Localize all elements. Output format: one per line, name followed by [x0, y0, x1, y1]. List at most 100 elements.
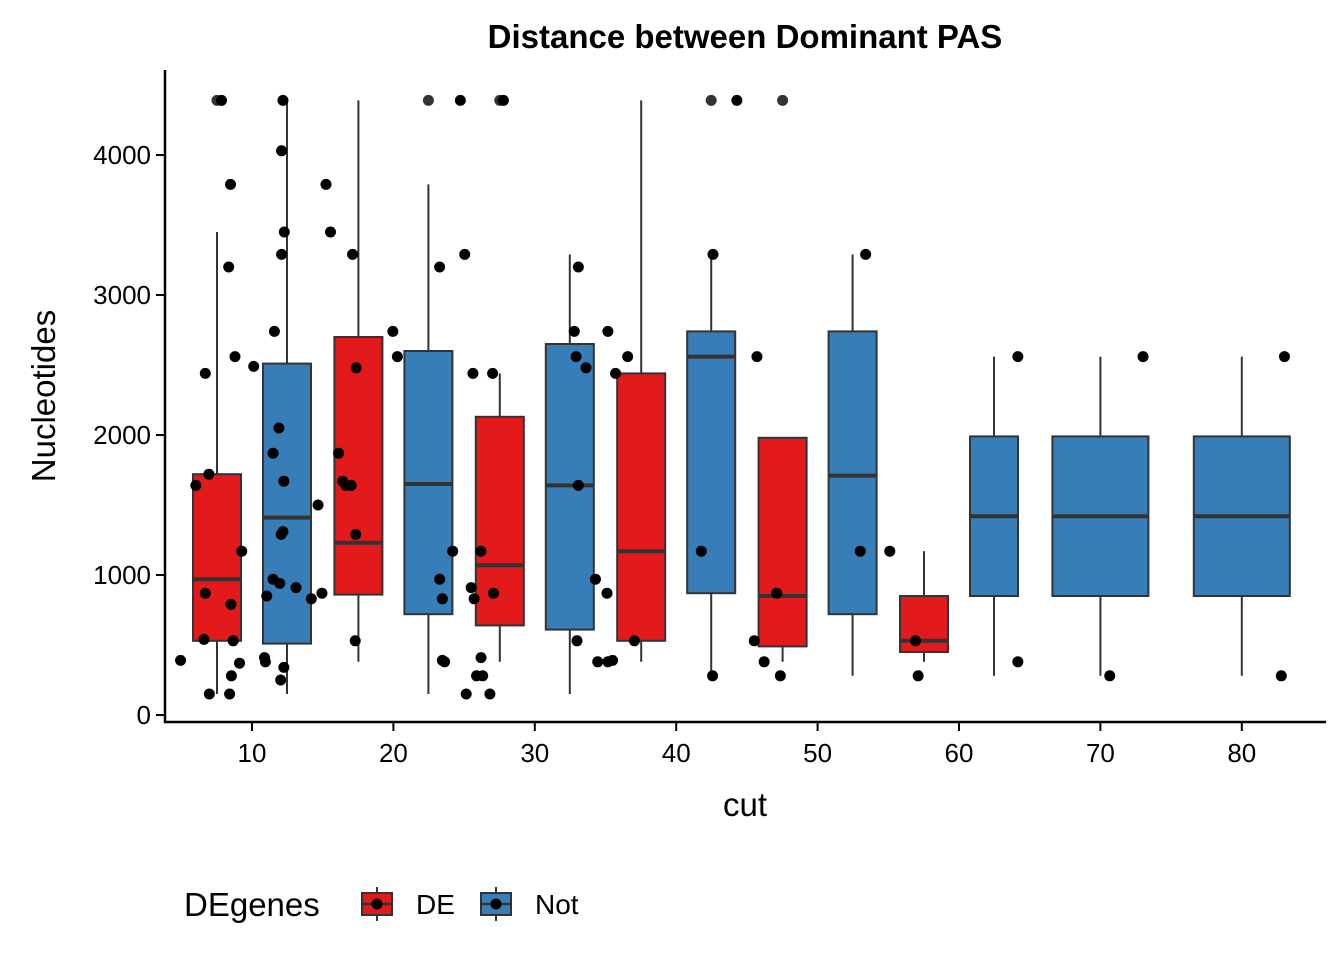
point-not-30-42 — [592, 656, 604, 668]
point-not-30-41 — [571, 635, 583, 647]
point-de-50-44 — [758, 656, 770, 668]
point-not-80-55 — [1278, 351, 1290, 363]
point-de-60-47 — [884, 545, 896, 557]
point-de-10-9 — [225, 598, 237, 610]
point-not-40-47 — [731, 94, 743, 106]
point-not-30-37 — [570, 351, 582, 363]
x-tick-label-20: 20 — [379, 738, 408, 768]
y-tick-label-4000: 4000 — [93, 140, 151, 170]
point-de-20-27 — [349, 635, 361, 647]
point-not-10-8 — [278, 475, 290, 487]
point-de-10-11 — [227, 635, 239, 647]
legend-label-de: DE — [416, 889, 455, 920]
legend-title: DEgenes — [184, 886, 320, 923]
point-not-40-44 — [707, 248, 719, 260]
point-de-30-32 — [468, 593, 480, 605]
x-tick-label-80: 80 — [1227, 738, 1256, 768]
point-de-30-29 — [459, 248, 471, 260]
y-axis-label: Nucleotides — [25, 310, 62, 482]
point-de-10-6 — [190, 479, 202, 491]
point-not-10-16 — [305, 593, 317, 605]
point-de-10-10 — [198, 633, 210, 645]
point-de-20-24 — [345, 479, 357, 491]
point-not-10-7 — [267, 447, 279, 459]
point-de-10-7 — [236, 545, 248, 557]
y-tick-label-0: 0 — [137, 700, 151, 730]
point-not-10-4 — [268, 325, 280, 337]
point-de-10-15 — [203, 688, 215, 700]
point-not-40-45 — [695, 545, 707, 557]
point-de-30-33 — [488, 587, 499, 599]
point-not-30-38 — [580, 362, 592, 374]
point-de-50-46 — [774, 670, 786, 682]
point-not-60-51 — [1012, 656, 1024, 668]
point-not-10-6 — [273, 422, 285, 434]
box-de-40 — [616, 372, 667, 642]
point-not-50-48 — [854, 545, 866, 557]
point-not-20-21 — [387, 325, 399, 337]
point-de-10-5 — [203, 468, 215, 480]
point-not-20-34 — [460, 688, 472, 700]
point-not-30-36 — [568, 325, 580, 337]
box-not-10 — [262, 362, 312, 645]
point-not-10-19 — [278, 661, 290, 673]
point-not-20-22 — [391, 351, 403, 363]
point-not-20-24 — [434, 261, 446, 273]
point-de-40-36 — [602, 325, 614, 337]
point-not-10-0 — [277, 94, 289, 106]
point-de-10-12 — [175, 654, 187, 666]
point-not-50-49 — [860, 248, 872, 260]
box-de-30 — [474, 415, 525, 627]
outlier-not-40-0 — [705, 94, 717, 106]
box-de-10 — [192, 473, 242, 642]
box-de-60 — [899, 595, 949, 653]
x-tick-label-60: 60 — [945, 738, 974, 768]
point-not-20-33 — [471, 670, 483, 682]
point-de-30-30 — [487, 367, 499, 379]
point-not-70-52 — [1104, 670, 1116, 682]
point-de-10-0 — [216, 94, 227, 106]
point-not-10-13 — [274, 577, 286, 589]
point-de-40-37 — [610, 367, 622, 379]
point-de-20-20 — [350, 362, 362, 374]
point-de-50-45 — [771, 587, 783, 599]
x-tick-label-30: 30 — [520, 738, 549, 768]
point-de-10-1 — [225, 178, 236, 190]
box-not-50 — [827, 330, 878, 616]
outlier-de-50-0 — [777, 94, 789, 106]
point-not-10-5 — [248, 360, 260, 372]
point-not-20-25 — [467, 367, 479, 379]
y-tick-label-2000: 2000 — [93, 420, 151, 450]
x-tick-label-10: 10 — [238, 738, 267, 768]
point-de-50-42 — [751, 351, 763, 363]
point-de-20-26 — [316, 587, 328, 599]
y-tick-label-1000: 1000 — [93, 560, 151, 590]
point-de-10-13 — [234, 657, 245, 669]
plot-area — [175, 94, 1291, 700]
point-de-10-3 — [229, 351, 241, 363]
point-de-10-16 — [224, 688, 236, 700]
point-de-10-4 — [199, 367, 211, 379]
point-de-10-2 — [223, 261, 235, 273]
axes: 0 1000 2000 3000 4000 10 20 30 40 50 60 70 80 — [93, 70, 1326, 768]
point-not-20-28 — [465, 582, 477, 594]
point-not-10-3 — [276, 248, 288, 260]
point-de-40-39 — [628, 635, 640, 647]
point-de-40-40 — [601, 587, 613, 599]
point-not-30-35 — [572, 261, 584, 273]
point-not-20-29 — [436, 593, 448, 605]
point-de-50-43 — [748, 635, 760, 647]
box-de-50 — [757, 436, 808, 648]
point-de-20-19 — [347, 248, 359, 260]
point-not-20-26 — [447, 545, 459, 557]
point-de-10-8 — [199, 587, 211, 599]
point-de-20-18 — [325, 226, 336, 238]
point-not-40-46 — [707, 670, 719, 682]
point-de-30-28 — [497, 94, 509, 106]
point-not-10-14 — [290, 582, 302, 594]
x-tick-label-70: 70 — [1086, 738, 1115, 768]
point-de-60-48 — [909, 635, 921, 647]
legend-key-point-de — [371, 898, 383, 910]
box-not-40 — [686, 330, 737, 595]
